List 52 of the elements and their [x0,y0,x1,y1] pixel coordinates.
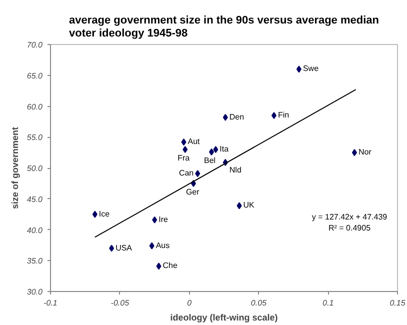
y-tick-label: 50.0 [26,164,44,173]
x-axis-title: ideology (left-wing scale) [170,312,278,322]
x-tick-label: 0.15 [390,298,406,308]
annotation: Che [162,261,178,270]
point [181,138,186,146]
point [209,148,214,156]
annotation: Fra [178,153,190,162]
annotation: y = 127.42x + 47.439 [312,212,388,222]
annotation: Can [178,168,194,178]
annotation: Aus [156,240,170,250]
x-tick-label: 0.05 [250,298,268,308]
y-tick-label: 60.0 [26,102,44,112]
point [352,149,357,156]
x-tick-label: -0.1 [44,298,58,308]
annotation: Aut [188,137,201,146]
annotation: Swe [302,64,320,74]
point [236,202,242,210]
annotation: Nor [358,148,372,157]
point [152,216,158,224]
annotation: USA [116,243,133,252]
y-tick-label: 40.0 [26,226,44,235]
annotation: Ire [158,214,168,224]
x-tick-label: 0.1 [322,298,334,308]
y-tick-label: 35.0 [26,256,44,266]
annotation: R² = 0.4905 [328,224,372,232]
x-tick-label: 0 [187,298,192,308]
point [271,112,276,120]
y-tick-label: 65.0 [26,71,44,80]
point [222,114,228,121]
annotation: Ita [220,144,230,154]
chart-title: average government size in the 90s versus average median voter ideology 1945-98 [69,14,380,40]
point [156,262,162,270]
annotation: Bel [204,156,216,165]
annotation: Fin [278,110,290,120]
point [296,66,302,73]
x-tick-label: -0.05 [110,298,130,308]
y-tick-label: 55.0 [26,133,44,142]
point [182,146,188,153]
y-tick-label: 30.0 [26,288,44,296]
annotation: Nld [229,165,242,174]
annotation: UK [243,200,256,210]
annotation: Den [229,112,244,122]
y-tick-label: 70.0 [26,40,44,50]
point [149,242,154,250]
y-tick-label: 45.0 [26,194,44,204]
point [195,170,200,178]
annotation: Ger [186,187,200,196]
point [109,244,114,252]
annotation: Ice [98,209,110,218]
point [92,210,98,218]
point [213,146,218,153]
y-axis-title: size of government [10,126,20,210]
